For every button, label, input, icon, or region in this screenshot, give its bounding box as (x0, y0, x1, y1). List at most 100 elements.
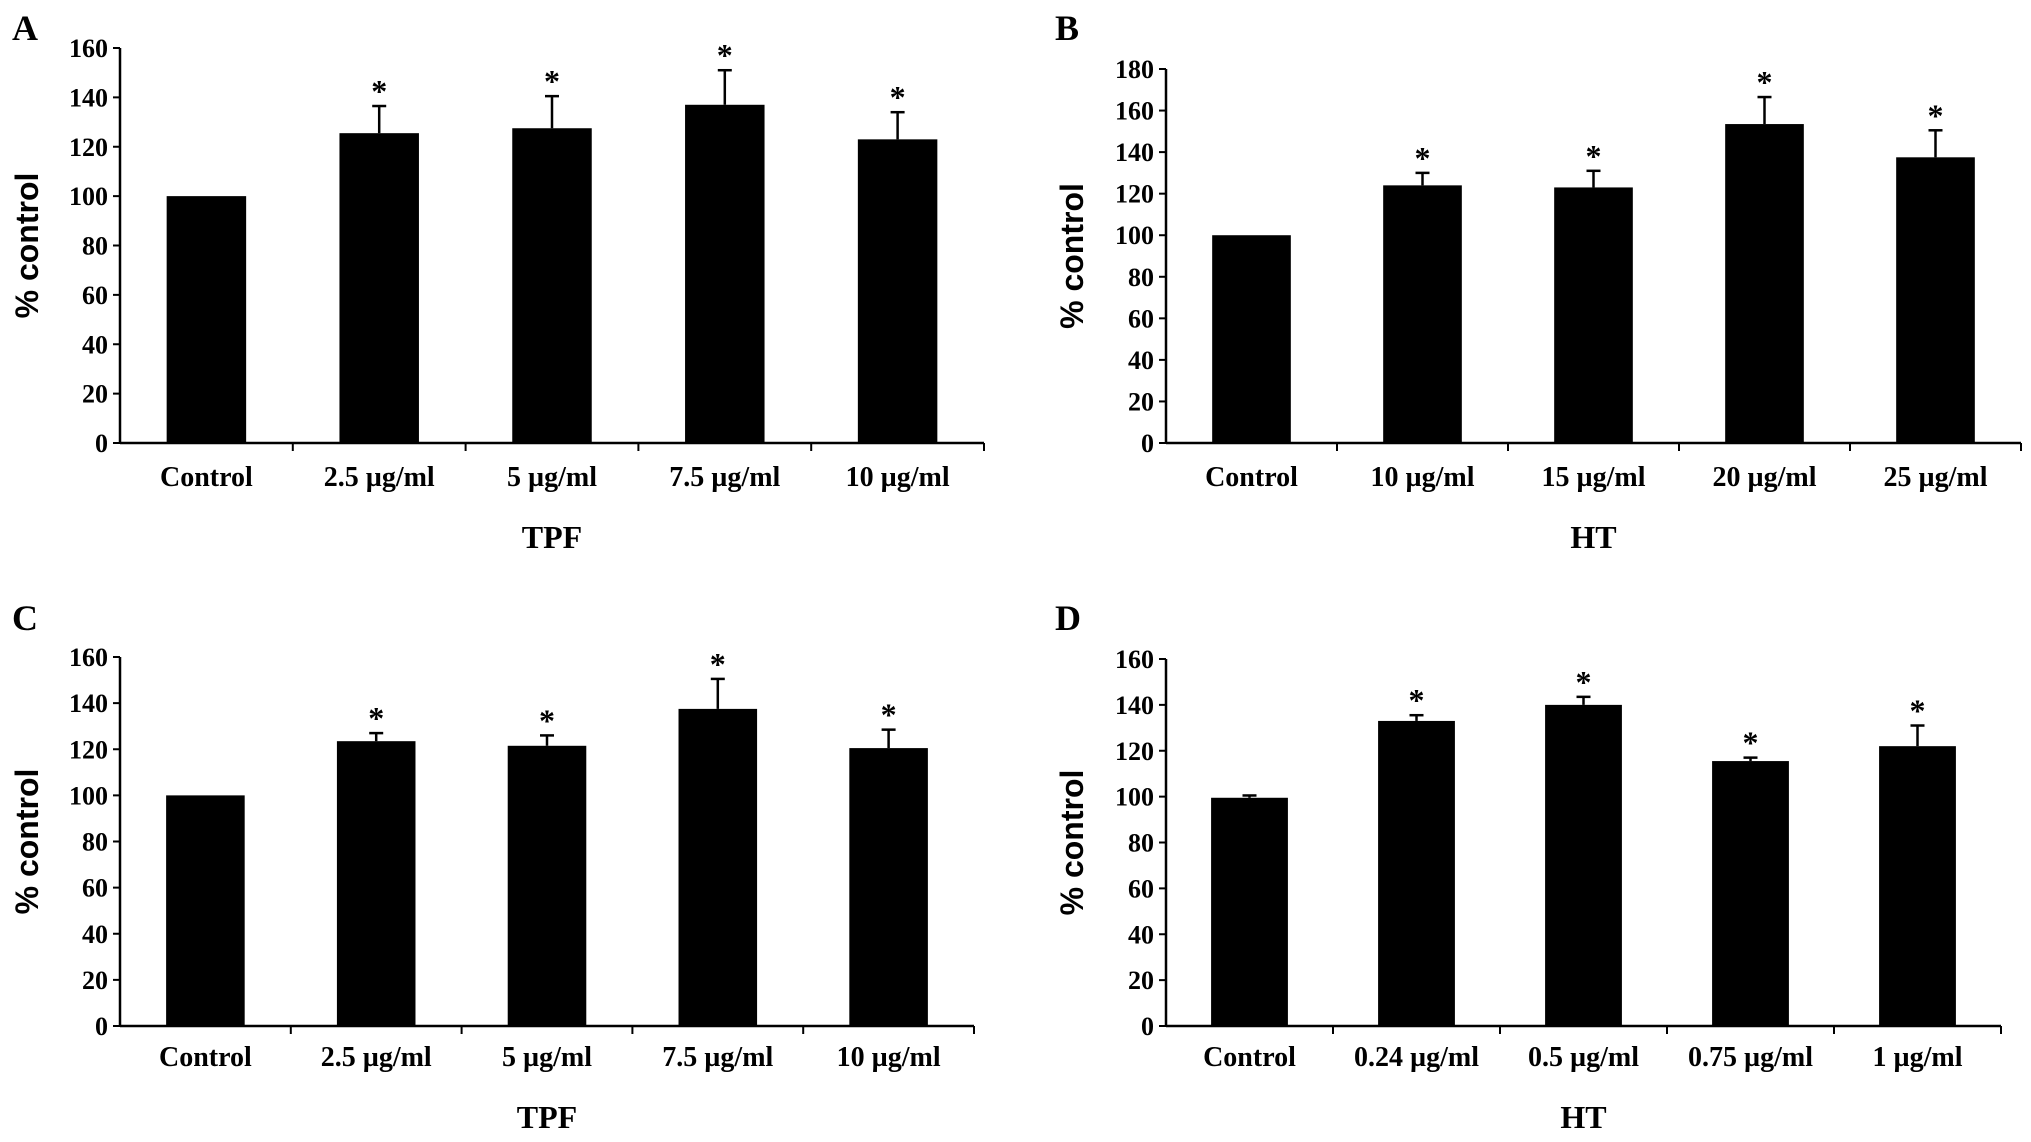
y-tick-label: 180 (1115, 55, 1154, 84)
y-tick-label: 0 (95, 1012, 108, 1041)
bar (849, 748, 928, 1026)
y-tick-label: 40 (82, 920, 108, 949)
panel-C: C 0 20 40 60 80 100 120 140 160 Control * 2.5 µg/ml *… (9, 598, 975, 1135)
panel-label: D (1055, 598, 1081, 638)
bar (1712, 761, 1789, 1026)
y-tick-label: 100 (1115, 783, 1154, 812)
y-tick-label: 0 (1141, 1012, 1154, 1041)
x-tick-label: 10 µg/ml (846, 462, 950, 493)
panel-label: C (12, 598, 38, 638)
panel-A: A 0 20 40 60 80 100 120 140 160 Control * 2.5 µg/ml *… (9, 8, 985, 555)
y-tick-label: 100 (69, 182, 108, 211)
x-tick-label: 2.5 µg/ml (324, 462, 435, 493)
y-tick-label: 160 (1115, 645, 1154, 674)
y-axis-title: % control (1054, 770, 1090, 916)
significance-marker: * (890, 79, 906, 115)
x-tick-label: 1 µg/ml (1872, 1042, 1962, 1073)
x-tick-label: 15 µg/ml (1541, 462, 1645, 493)
y-tick-label: 100 (69, 781, 108, 810)
x-tick-label: 0.24 µg/ml (1354, 1042, 1479, 1073)
bar (339, 133, 419, 443)
y-tick-label: 120 (1115, 737, 1154, 766)
y-tick-label: 140 (69, 83, 108, 112)
bar (685, 104, 765, 443)
y-tick-label: 20 (82, 380, 108, 409)
bar (166, 795, 245, 1026)
significance-marker: * (371, 73, 387, 109)
y-tick-label: 40 (1128, 346, 1154, 375)
y-tick-label: 140 (69, 689, 108, 718)
y-tick-label: 60 (82, 874, 108, 903)
panel-D: D 0 20 40 60 80 100 120 140 160 Control * 0.24 µg/ml… (1054, 598, 2002, 1135)
bar (857, 139, 938, 443)
bar (1896, 157, 1975, 444)
significance-marker: * (881, 697, 897, 733)
significance-marker: * (544, 63, 560, 99)
y-tick-label: 40 (1128, 920, 1154, 949)
y-tick-label: 160 (69, 34, 108, 63)
x-axis-title: HT (1560, 1099, 1606, 1135)
significance-marker: * (1409, 682, 1425, 718)
y-tick-label: 20 (82, 966, 108, 995)
x-tick-label: 20 µg/ml (1712, 462, 1816, 493)
significance-marker: * (368, 700, 384, 736)
x-tick-label: Control (1203, 1042, 1296, 1073)
x-tick-label: Control (1205, 462, 1298, 493)
x-tick-label: Control (160, 462, 253, 493)
significance-marker: * (539, 702, 555, 738)
y-tick-label: 80 (1128, 829, 1154, 858)
panel-label: B (1055, 8, 1079, 48)
y-axis-title: % control (9, 173, 45, 319)
x-tick-label: 5 µg/ml (502, 1042, 592, 1073)
bar (1725, 124, 1804, 444)
y-tick-label: 60 (1128, 304, 1154, 333)
bar (1378, 720, 1455, 1026)
x-tick-label: 5 µg/ml (507, 462, 597, 493)
x-axis-title: HT (1570, 519, 1616, 555)
panel-B: B 0 20 40 60 80 100 120 140 160 180 Control * 10 µg/m… (1054, 8, 2022, 555)
x-tick-label: 7.5 µg/ml (662, 1042, 773, 1073)
x-tick-label: 0.5 µg/ml (1528, 1042, 1639, 1073)
x-tick-label: 25 µg/ml (1883, 462, 1987, 493)
x-tick-label: 10 µg/ml (837, 1042, 941, 1073)
y-tick-label: 100 (1115, 221, 1154, 250)
significance-marker: * (1415, 140, 1431, 176)
y-axis-title: % control (9, 769, 45, 915)
y-tick-label: 120 (1115, 180, 1154, 209)
significance-marker: * (1928, 97, 1944, 133)
y-tick-label: 40 (82, 330, 108, 359)
significance-marker: * (1757, 64, 1773, 100)
y-tick-label: 80 (82, 828, 108, 857)
bar (1212, 235, 1291, 443)
significance-marker: * (1743, 725, 1759, 761)
x-tick-label: 0.75 µg/ml (1688, 1042, 1813, 1073)
bar (1383, 185, 1462, 443)
bar (1554, 187, 1633, 443)
x-tick-label: 2.5 µg/ml (321, 1042, 432, 1073)
significance-marker: * (1910, 693, 1926, 729)
significance-marker: * (710, 646, 726, 682)
bar (166, 196, 247, 443)
y-tick-label: 20 (1128, 387, 1154, 416)
bar (1211, 797, 1288, 1026)
x-tick-label: 7.5 µg/ml (669, 462, 780, 493)
bar (1545, 704, 1622, 1026)
significance-marker: * (717, 37, 733, 73)
y-tick-label: 60 (82, 281, 108, 310)
y-tick-label: 20 (1128, 966, 1154, 995)
y-tick-label: 120 (69, 133, 108, 162)
bar (507, 745, 587, 1026)
bar (1879, 746, 1956, 1026)
y-tick-label: 140 (1115, 138, 1154, 167)
y-tick-label: 60 (1128, 874, 1154, 903)
y-tick-label: 80 (82, 232, 108, 261)
y-axis-title: % control (1054, 183, 1090, 329)
y-tick-label: 120 (69, 735, 108, 764)
x-tick-label: 10 µg/ml (1370, 462, 1474, 493)
bar (336, 741, 416, 1026)
y-tick-label: 160 (1115, 97, 1154, 126)
y-tick-label: 80 (1128, 263, 1154, 292)
y-tick-label: 160 (69, 643, 108, 672)
y-tick-label: 0 (1141, 429, 1154, 458)
